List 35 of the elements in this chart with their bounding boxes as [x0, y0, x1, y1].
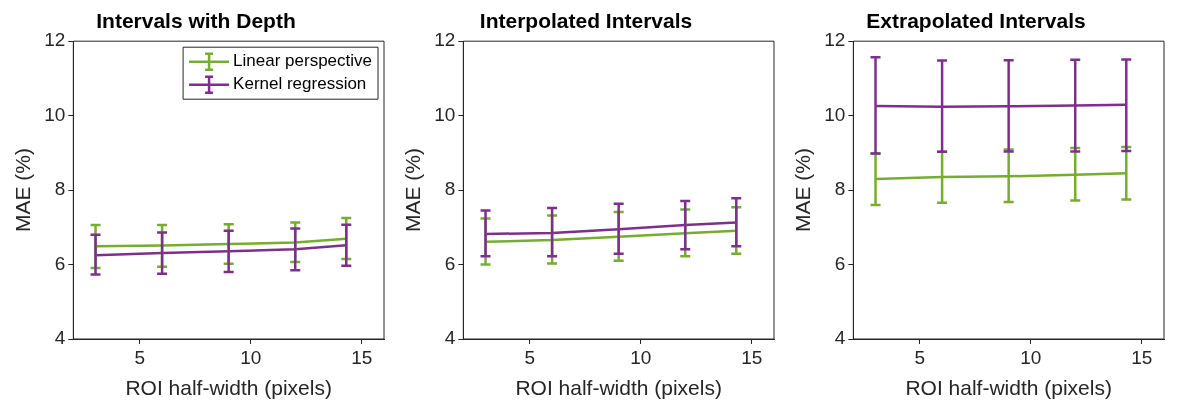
- x-tick-label: 10: [240, 346, 262, 368]
- y-tick-label: 12: [824, 29, 846, 51]
- x-tick-label: 10: [630, 346, 652, 368]
- legend-label: Linear perspective: [233, 51, 373, 71]
- y-axis-title: MAE (%): [401, 148, 425, 233]
- x-axis-title: ROI half-width (pixels): [905, 376, 1112, 400]
- y-axis-title: MAE (%): [11, 148, 35, 233]
- x-tick-label: 5: [134, 346, 146, 368]
- y-tick-label: 12: [44, 29, 66, 51]
- chart-title: Intervals with Depth: [96, 9, 296, 33]
- chart-title: Interpolated Intervals: [479, 9, 693, 33]
- y-tick-label: 8: [54, 178, 66, 200]
- y-tick-label: 10: [44, 103, 66, 125]
- y-tick-label: 8: [444, 178, 456, 200]
- x-tick-label: 10: [1020, 346, 1042, 368]
- y-tick-label: 6: [444, 252, 456, 274]
- y-tick-label: 4: [834, 327, 846, 349]
- x-tick-label: 15: [351, 346, 373, 368]
- x-tick-label: 15: [741, 346, 763, 368]
- y-axis-title: MAE (%): [791, 148, 815, 233]
- x-axis-title: ROI half-width (pixels): [125, 376, 332, 400]
- x-axis-title: ROI half-width (pixels): [515, 376, 722, 400]
- y-tick-label: 12: [434, 29, 456, 51]
- chart-title: Extrapolated Intervals: [866, 9, 1086, 33]
- y-tick-label: 6: [834, 252, 846, 274]
- y-tick-label: 10: [434, 103, 456, 125]
- x-tick-label: 5: [524, 346, 536, 368]
- x-tick-label: 15: [1131, 346, 1153, 368]
- y-tick-label: 10: [824, 103, 846, 125]
- x-tick-label: 5: [914, 346, 926, 368]
- y-tick-label: 8: [834, 178, 846, 200]
- y-tick-label: 4: [54, 327, 66, 349]
- legend-label: Kernel regression: [233, 74, 367, 94]
- y-tick-label: 6: [54, 252, 66, 274]
- y-tick-label: 4: [444, 327, 456, 349]
